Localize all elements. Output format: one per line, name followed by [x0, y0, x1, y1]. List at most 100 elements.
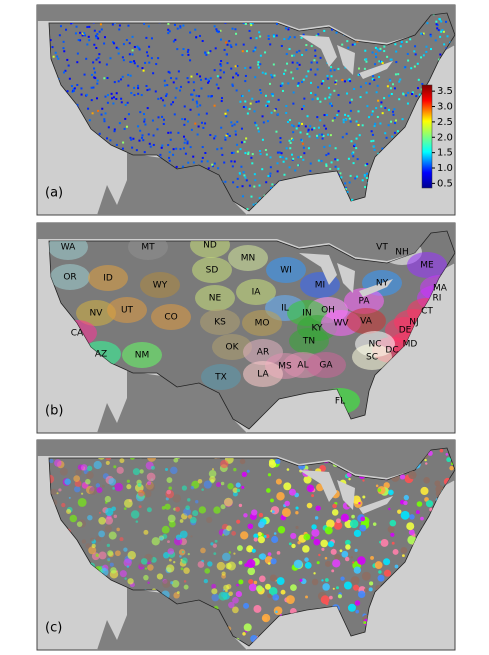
state-label: OH	[321, 306, 335, 316]
community-dot	[331, 509, 339, 516]
community-dot	[276, 492, 285, 501]
density-dot	[347, 114, 350, 117]
density-dot	[121, 75, 124, 78]
community-dot	[352, 495, 361, 505]
density-dot	[144, 123, 147, 126]
community-dot	[402, 554, 405, 558]
density-dot	[213, 69, 216, 72]
density-dot	[436, 27, 439, 30]
density-dot	[320, 82, 323, 85]
density-dot	[259, 63, 262, 66]
community-dot	[341, 550, 349, 558]
density-dot	[368, 82, 371, 85]
density-dot	[167, 32, 170, 35]
density-dot	[334, 82, 337, 85]
density-dot	[205, 112, 208, 115]
density-dot	[217, 87, 220, 90]
density-dot	[344, 113, 347, 116]
density-dot	[245, 137, 248, 140]
density-dot	[179, 85, 182, 88]
density-dot	[255, 124, 258, 127]
community-dot	[88, 546, 97, 555]
community-dot	[415, 510, 420, 515]
density-dot	[143, 120, 146, 123]
community-dot	[167, 548, 175, 555]
community-dot	[112, 487, 115, 490]
density-dot	[244, 67, 247, 70]
density-dot	[297, 83, 300, 86]
density-dot	[87, 35, 90, 38]
density-dot	[380, 101, 383, 104]
density-dot	[62, 40, 65, 43]
community-dot	[123, 547, 128, 552]
density-dot	[295, 127, 298, 130]
density-dot	[420, 88, 423, 91]
density-dot	[272, 34, 275, 37]
community-dot	[132, 468, 140, 476]
density-dot	[237, 74, 240, 77]
community-dot	[397, 509, 402, 514]
community-dot	[346, 472, 352, 478]
density-dot	[97, 56, 100, 59]
state-label: WV	[333, 319, 349, 329]
density-dot	[307, 70, 310, 73]
density-dot	[145, 84, 148, 87]
density-dot	[349, 101, 352, 104]
community-dot	[81, 492, 84, 495]
density-dot	[214, 47, 217, 50]
state-label: MT	[141, 243, 155, 253]
density-dot	[364, 186, 367, 189]
density-dot	[204, 122, 207, 125]
community-dot	[102, 484, 105, 488]
density-dot	[394, 43, 397, 46]
community-dot	[295, 525, 299, 530]
density-dot	[278, 151, 281, 154]
density-dot	[280, 152, 283, 155]
density-dot	[131, 146, 134, 149]
community-dot	[281, 507, 291, 517]
density-dot	[288, 166, 291, 169]
density-dot	[296, 84, 299, 87]
density-dot	[413, 65, 416, 68]
density-dot	[186, 77, 189, 80]
density-dot	[94, 77, 97, 80]
state-region	[266, 257, 306, 283]
density-dot	[230, 67, 233, 70]
density-dot	[386, 85, 389, 88]
community-dot	[399, 474, 406, 480]
density-dot	[166, 84, 169, 87]
community-dot	[187, 514, 193, 519]
community-dot	[212, 543, 217, 548]
density-dot	[143, 151, 146, 154]
density-dot	[438, 18, 441, 21]
density-dot	[288, 48, 291, 51]
community-dot	[200, 547, 206, 554]
density-dot	[280, 84, 283, 87]
density-dot	[259, 54, 262, 57]
community-dot	[316, 561, 320, 565]
density-dot	[258, 31, 261, 34]
density-dot	[140, 94, 143, 97]
community-dot	[416, 501, 423, 507]
density-dot	[291, 124, 294, 127]
density-dot	[235, 72, 238, 75]
density-dot	[334, 147, 337, 150]
density-dot	[219, 69, 222, 72]
density-dot	[228, 40, 231, 43]
community-dot	[383, 558, 391, 566]
community-dot	[424, 458, 427, 462]
community-dot	[275, 610, 278, 614]
community-dot	[85, 543, 91, 549]
density-dot	[371, 51, 374, 54]
community-dot	[313, 538, 321, 546]
density-dot	[248, 108, 251, 111]
density-dot	[231, 124, 234, 127]
density-dot	[292, 157, 295, 160]
density-dot	[363, 67, 366, 70]
density-dot	[276, 162, 279, 165]
density-dot	[128, 42, 131, 45]
community-dot	[331, 569, 335, 573]
community-dot	[137, 489, 145, 497]
density-dot	[131, 35, 134, 38]
density-dot	[211, 163, 214, 166]
